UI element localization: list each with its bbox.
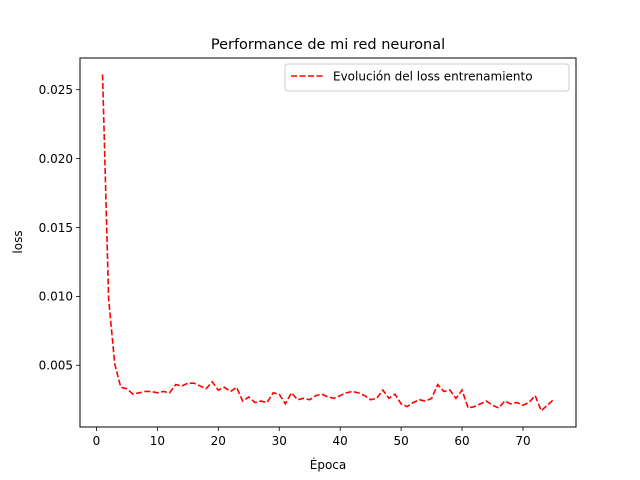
x-tick-label: 10 xyxy=(150,434,165,448)
legend: Evolución del loss entrenamiento xyxy=(284,63,570,92)
x-tick-label: 20 xyxy=(211,434,226,448)
x-tick-label: 50 xyxy=(393,434,408,448)
x-axis-label: Época xyxy=(310,457,347,472)
x-tick-label: 70 xyxy=(515,434,530,448)
y-tick-label: 0.015 xyxy=(39,221,73,235)
x-tick-label: 30 xyxy=(272,434,287,448)
x-tick-label: 60 xyxy=(454,434,469,448)
chart-title: Performance de mi red neuronal xyxy=(211,37,445,53)
axis-ticks: 0 10 20 30 40 50 60 70 0.005 0.010 0.015 0.020 0.025 xyxy=(39,83,531,448)
y-tick-label: 0.020 xyxy=(39,152,73,166)
series-line-0 xyxy=(101,74,554,413)
x-tick-label: 0 xyxy=(93,434,101,448)
plot-area xyxy=(101,74,554,413)
y-axis-label: loss xyxy=(11,230,25,253)
legend-box xyxy=(284,63,570,92)
y-tick-label: 0.005 xyxy=(39,359,73,373)
axes-frame xyxy=(79,57,577,428)
y-tick-label: 0.025 xyxy=(39,83,73,97)
legend-label: Evolución del loss entrenamiento xyxy=(333,70,533,84)
x-tick-label: 40 xyxy=(333,434,348,448)
y-tick-label: 0.010 xyxy=(39,290,73,304)
